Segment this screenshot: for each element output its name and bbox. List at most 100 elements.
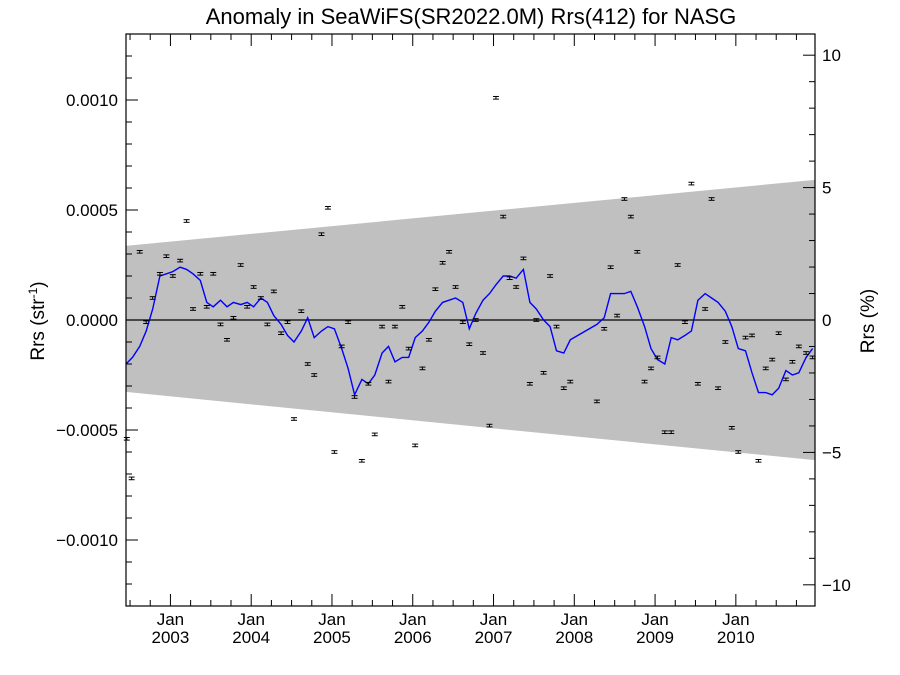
data-point bbox=[318, 232, 325, 237]
data-point bbox=[358, 458, 365, 463]
data-point bbox=[722, 340, 729, 344]
data-point bbox=[728, 425, 735, 430]
x-tick-label-year: 2003 bbox=[152, 628, 190, 647]
x-tick-label-month: Jan bbox=[318, 610, 345, 629]
data-point bbox=[128, 476, 135, 481]
data-point bbox=[789, 359, 796, 364]
x-tick-label-year: 2008 bbox=[555, 628, 593, 647]
data-point bbox=[661, 430, 668, 435]
data-point bbox=[156, 271, 163, 276]
data-point bbox=[621, 197, 628, 201]
x-tick-label-month: Jan bbox=[237, 610, 264, 629]
smoothed-line-path bbox=[125, 266, 814, 397]
data-point bbox=[708, 197, 715, 201]
data-point bbox=[715, 386, 722, 391]
data-point bbox=[748, 333, 755, 338]
data-point bbox=[278, 331, 285, 336]
data-point bbox=[627, 214, 634, 219]
y-right-tick-label: −5 bbox=[822, 443, 841, 462]
data-point bbox=[331, 450, 338, 454]
data-point bbox=[506, 276, 513, 281]
data-point bbox=[513, 285, 520, 289]
data-point bbox=[385, 379, 392, 384]
data-point bbox=[769, 357, 776, 362]
data-point bbox=[345, 320, 352, 325]
axis-ticks: 0.0010 0.0005 0.0000 −0.0005 −0.0010 10 5 0 −5 −1… bbox=[56, 34, 851, 647]
x-tick-label-month: Jan bbox=[722, 610, 749, 629]
data-point bbox=[425, 337, 432, 342]
data-point bbox=[169, 274, 176, 278]
y-left-tick-label: −0.0010 bbox=[56, 531, 118, 550]
y-axis-right-label: Rrs (%) bbox=[858, 289, 879, 353]
data-point bbox=[365, 381, 372, 386]
data-point bbox=[560, 386, 567, 391]
data-point bbox=[668, 430, 675, 435]
y-right-tick-label: 0 bbox=[822, 311, 831, 330]
x-tick-label-year: 2004 bbox=[232, 628, 270, 647]
data-point bbox=[480, 351, 487, 355]
data-point bbox=[654, 355, 661, 360]
data-point bbox=[775, 331, 782, 336]
data-point bbox=[250, 285, 257, 289]
data-point bbox=[391, 324, 398, 329]
data-point bbox=[614, 313, 621, 318]
data-point bbox=[540, 370, 547, 375]
data-point bbox=[446, 249, 453, 254]
data-point bbox=[526, 381, 533, 386]
data-point bbox=[795, 344, 802, 349]
data-point bbox=[149, 296, 156, 300]
data-point bbox=[472, 318, 479, 322]
x-tick-label-year: 2009 bbox=[636, 628, 674, 647]
y-left-tick-label: 0.0005 bbox=[66, 201, 118, 220]
x-tick-label-month: Jan bbox=[399, 610, 426, 629]
data-point bbox=[270, 289, 277, 294]
data-point bbox=[432, 287, 439, 292]
y-right-tick-label: 5 bbox=[822, 179, 831, 198]
data-point bbox=[742, 335, 749, 340]
y-axis-left-label-sup: -1 bbox=[26, 287, 40, 298]
data-point bbox=[459, 320, 466, 325]
data-point bbox=[419, 366, 426, 371]
x-tick-label-month: Jan bbox=[157, 610, 184, 629]
data-point bbox=[762, 366, 769, 371]
x-tick-label-year: 2007 bbox=[475, 628, 513, 647]
data-point bbox=[203, 304, 210, 309]
x-tick-label-month: Jan bbox=[561, 610, 588, 629]
data-point bbox=[237, 263, 244, 267]
data-point bbox=[674, 263, 681, 267]
data-point bbox=[553, 324, 560, 329]
data-point bbox=[143, 320, 150, 325]
data-point bbox=[197, 271, 204, 276]
data-point bbox=[755, 458, 762, 463]
y-left-tick-label: −0.0005 bbox=[56, 421, 118, 440]
data-point bbox=[163, 254, 170, 259]
data-point bbox=[547, 274, 554, 278]
data-point bbox=[351, 395, 358, 399]
data-point bbox=[688, 181, 695, 186]
data-point bbox=[123, 436, 130, 441]
data-point bbox=[136, 249, 143, 254]
data-point bbox=[641, 379, 648, 384]
y-right-tick-label: 10 bbox=[822, 46, 841, 65]
data-point bbox=[405, 346, 412, 351]
data-point bbox=[379, 324, 386, 329]
x-tick-label-year: 2005 bbox=[313, 628, 351, 647]
data-point bbox=[694, 381, 701, 386]
data-point bbox=[244, 304, 251, 309]
data-point bbox=[452, 285, 459, 289]
data-point bbox=[399, 304, 406, 309]
smoothed-anomaly-line bbox=[125, 266, 814, 397]
chart-title: Anomaly in SeaWiFS(SR2022.0M) Rrs(412) f… bbox=[206, 4, 737, 29]
data-point bbox=[567, 379, 574, 384]
data-point bbox=[492, 95, 499, 100]
data-point bbox=[681, 320, 688, 325]
data-point bbox=[439, 260, 446, 265]
data-point bbox=[324, 205, 331, 210]
data-point bbox=[593, 399, 600, 404]
data-point bbox=[735, 450, 742, 454]
data-point bbox=[264, 322, 271, 327]
data-point bbox=[412, 443, 419, 448]
data-point bbox=[217, 322, 224, 327]
y-axis-left-label-close: ) bbox=[28, 281, 49, 287]
